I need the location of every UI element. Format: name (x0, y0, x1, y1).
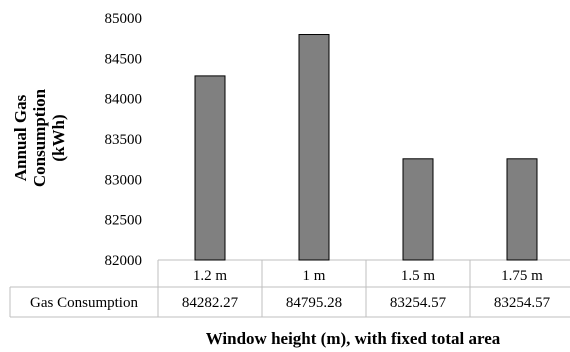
category-label: 1.75 m (501, 268, 543, 284)
table-value: 84795.28 (286, 295, 342, 311)
x-axis-title: Window height (m), with fixed total area (206, 329, 501, 348)
y-tick-label: 84000 (105, 92, 143, 108)
y-axis-title: Annual Gas Consumption (kWh) (11, 88, 68, 187)
bar (298, 34, 330, 261)
y-axis-title-line: (kWh) (49, 114, 68, 161)
y-axis-title-line: Consumption (30, 88, 49, 187)
bars (194, 34, 538, 261)
bar (194, 75, 226, 261)
y-tick-label: 83000 (105, 172, 143, 188)
y-tick-label: 82500 (105, 213, 143, 229)
table-value: 83254.57 (494, 295, 551, 311)
table-values: 84282.27 84795.28 83254.57 83254.57 (182, 295, 551, 311)
table-series-name: Gas Consumption (30, 295, 138, 311)
y-tick-label: 84500 (105, 51, 143, 67)
table-value: 84282.27 (182, 295, 239, 311)
y-axis-title-line: Annual Gas (11, 94, 30, 181)
category-label: 1 m (303, 268, 326, 284)
y-tick-label: 82000 (105, 253, 143, 269)
bar (506, 158, 538, 261)
category-label: 1.5 m (401, 268, 436, 284)
y-tick-label: 85000 (105, 11, 143, 27)
data-table-grid (9, 259, 570, 318)
table-value: 83254.57 (390, 295, 447, 311)
category-labels: 1.2 m 1 m 1.5 m 1.75 m (193, 268, 543, 284)
y-tick-label: 83500 (105, 132, 143, 148)
category-label: 1.2 m (193, 268, 228, 284)
y-axis-ticks: 82000 82500 83000 83500 84000 84500 85000 (105, 11, 143, 269)
bar (402, 158, 434, 261)
